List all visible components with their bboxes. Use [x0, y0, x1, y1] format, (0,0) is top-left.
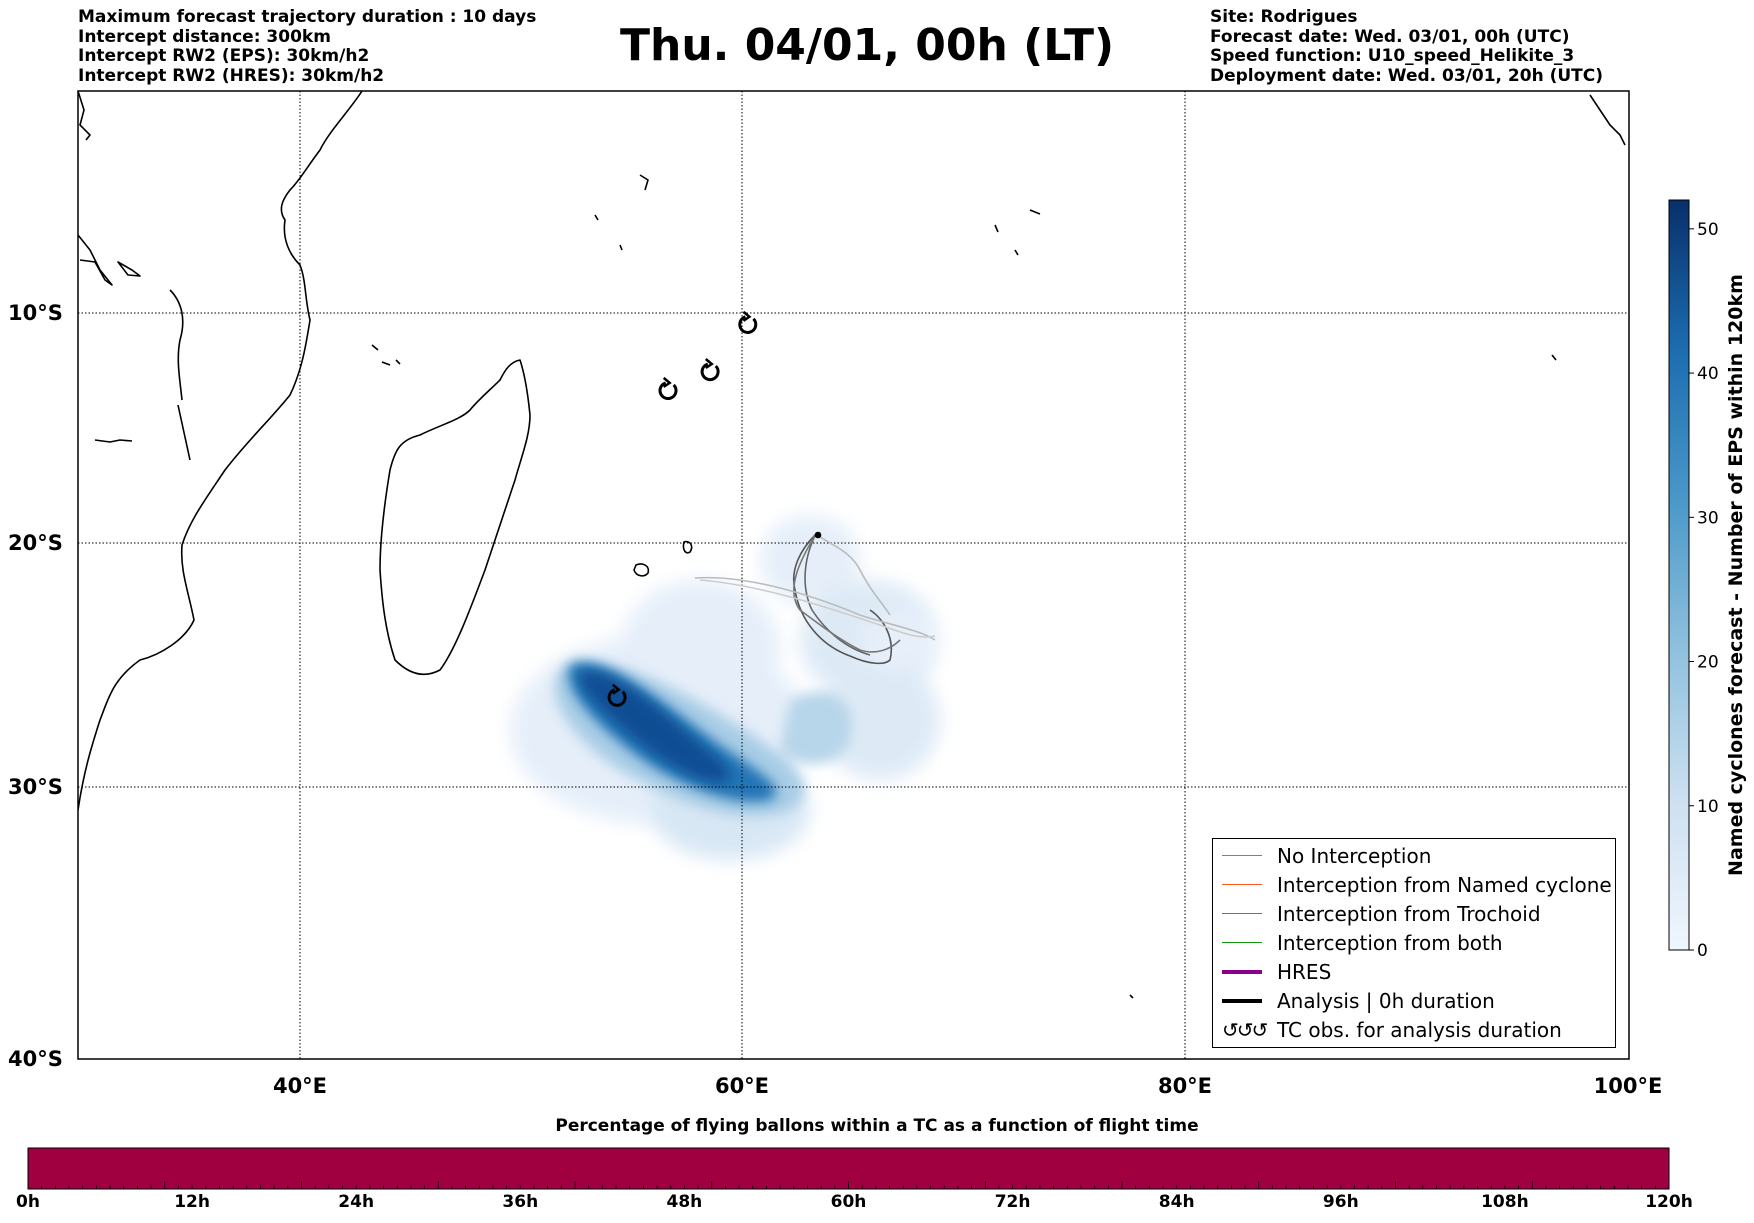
legend-swatch	[1222, 883, 1262, 886]
page-title: Thu. 04/01, 00h (LT)	[620, 20, 1115, 71]
flight-time-label: 36h	[502, 1192, 539, 1212]
tc-observation-icon	[658, 376, 678, 401]
colorbar-tick-label: 10	[1697, 797, 1719, 817]
colorbar-tick-label: 40	[1697, 364, 1719, 384]
site-text: Site: Rodrigues	[1210, 7, 1358, 27]
mauritius	[682, 540, 693, 554]
deployment-date-text: Deployment date: Wed. 03/01, 20h (UTC)	[1210, 65, 1604, 86]
zanzibar	[94, 439, 133, 443]
legend-item-analysis: Analysis | 0h duration	[1213, 986, 1495, 1015]
africa-north-coast	[78, 91, 91, 141]
coastlines	[78, 91, 1626, 999]
legend-item-no-interception: No Interception	[1213, 841, 1431, 870]
legend-swatch	[1222, 854, 1262, 857]
legend-swatch	[1222, 941, 1262, 944]
flight-time-label: 24h	[338, 1192, 375, 1212]
lon-label: 80°E	[1158, 1074, 1212, 1098]
flight-time-label: 96h	[1322, 1192, 1359, 1212]
colorbar-ticks: 0 10 20 30 40 50	[1689, 220, 1719, 961]
header-left-info: Maximum forecast trajectory duration : 1…	[78, 7, 537, 86]
map-gridlines	[78, 91, 1629, 1059]
amsterdam-island	[1129, 994, 1134, 999]
legend-item-both: Interception from both	[1213, 928, 1503, 957]
colorbar-tick-label: 50	[1697, 220, 1719, 240]
lake-victoria	[169, 289, 184, 401]
madagascar	[379, 359, 531, 676]
lat-label: 20°S	[8, 531, 63, 555]
tc-observation-icon	[738, 310, 758, 334]
legend-item-named-cyclone: Interception from Named cyclone	[1213, 870, 1612, 899]
flight-time-label: 0h	[16, 1192, 40, 1212]
trajectories-no-interception	[694, 531, 936, 665]
colorbar-tick-label: 30	[1697, 508, 1719, 528]
flight-time-label: 72h	[994, 1192, 1031, 1212]
red-sea-island	[117, 261, 141, 277]
flight-time-label: 48h	[666, 1192, 703, 1212]
legend-swatch	[1222, 912, 1262, 915]
max-duration-text: Maximum forecast trajectory duration : 1…	[78, 7, 537, 27]
lon-label: 100°E	[1594, 1074, 1663, 1098]
cyclone-symbols-icon: ↺↺↺	[1222, 1017, 1268, 1042]
legend-label: HRES	[1277, 959, 1332, 984]
christmas-island	[1551, 354, 1557, 361]
flight-time-bar-title: Percentage of flying ballons within a TC…	[555, 1116, 1199, 1136]
tc-observation-icon	[700, 358, 720, 382]
lon-label: 40°E	[273, 1074, 327, 1098]
legend-item-tc-obs: ↺↺↺ TC obs. for analysis duration	[1213, 1015, 1562, 1044]
map-area	[78, 91, 1629, 1059]
flight-time-label: 120h	[1645, 1192, 1693, 1212]
lat-label: 40°S	[8, 1047, 63, 1071]
colorbar-label: Named cyclones forecast - Number of EPS …	[1725, 274, 1747, 876]
legend-label: Analysis | 0h duration	[1277, 988, 1495, 1013]
flight-time-label: 12h	[174, 1192, 210, 1212]
colorbar-gradient	[1668, 199, 1690, 951]
colorbar: 0 10 20 30 40 50 Named cyclones forecast - Nu…	[1668, 199, 1747, 961]
map-frame	[77, 90, 1630, 1060]
legend-label: Interception from Trochoid	[1277, 901, 1541, 926]
africa-coastline	[78, 91, 363, 811]
tc-observations	[607, 310, 758, 707]
intercept-distance-text: Intercept distance: 300km	[78, 26, 331, 47]
legend-label: TC obs. for analysis duration	[1277, 1017, 1562, 1042]
legend-item-hres: HRES	[1213, 957, 1331, 986]
comoros	[371, 344, 401, 366]
intercept-rw2-eps-text: Intercept RW2 (EPS): 30km/h2	[78, 46, 370, 66]
seychelles	[594, 174, 649, 251]
chagos	[994, 209, 1041, 256]
far-east-island	[1589, 94, 1626, 146]
tc-observation-icon	[607, 683, 627, 707]
arabia-coast	[78, 234, 113, 286]
eps-density-field	[510, 515, 940, 860]
legend-label: Interception from Named cyclone	[1277, 872, 1612, 897]
flight-time-label: 108h	[1481, 1192, 1529, 1212]
legend-item-trochoid: Interception from Trochoid	[1213, 899, 1541, 928]
legend-label: No Interception	[1277, 843, 1432, 868]
forecast-date-text: Forecast date: Wed. 03/01, 00h (UTC)	[1210, 26, 1570, 47]
speed-function-text: Speed function: U10_speed_Helikite_3	[1210, 46, 1575, 66]
lat-label: 30°S	[8, 775, 63, 799]
lon-label: 60°E	[715, 1074, 769, 1098]
intercept-rw2-hres-text: Intercept RW2 (HRES): 30km/h2	[78, 65, 385, 86]
legend-swatch	[1222, 969, 1262, 974]
flight-time-ticks	[27, 1181, 1670, 1189]
map-legend: No Interception Interception from Named …	[1212, 838, 1616, 1048]
lake-malawi	[177, 404, 191, 461]
flight-time-label: 60h	[830, 1192, 867, 1212]
header-right-info: Site: Rodrigues Forecast date: Wed. 03/0…	[1210, 7, 1604, 86]
lat-label: 10°S	[8, 301, 63, 325]
reunion	[633, 563, 650, 577]
colorbar-tick-label: 20	[1697, 653, 1719, 673]
colorbar-tick-label: 0	[1697, 941, 1708, 961]
flight-time-label: 84h	[1158, 1192, 1195, 1212]
legend-label: Interception from both	[1277, 930, 1503, 955]
legend-swatch	[1222, 998, 1262, 1003]
flight-time-bar	[27, 1147, 1670, 1190]
